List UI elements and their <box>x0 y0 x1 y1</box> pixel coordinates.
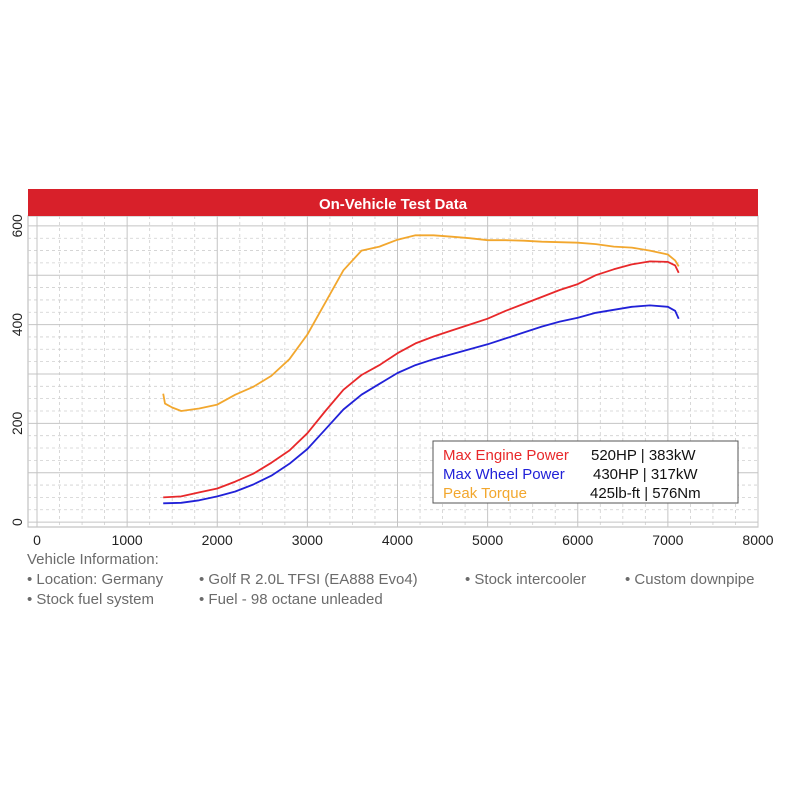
legend-entry-label: Max Engine Power <box>443 447 569 464</box>
vehicle-information: Vehicle Information: • Location: Germany… <box>27 550 787 610</box>
x-tick-label: 4000 <box>382 532 413 548</box>
info-fuel-system: • Stock fuel system <box>27 591 154 608</box>
info-model: • Golf R 2.0L TFSI (EA888 Evo4) <box>199 571 418 588</box>
x-tick-label: 8000 <box>742 532 773 548</box>
series-line-max-engine-power <box>163 260 680 499</box>
chart-title: On-Vehicle Test Data <box>319 196 468 213</box>
legend-entry-label: Peak Torque <box>443 485 527 502</box>
legend-entry-value: 425lb-ft | 576Nm <box>590 485 701 502</box>
vehicle-info-row-2: • Stock fuel system • Fuel - 98 octane u… <box>27 590 787 610</box>
x-tick-label: 5000 <box>472 532 503 548</box>
series-line-peak-torque <box>162 234 680 412</box>
x-tick-label: 7000 <box>652 532 683 548</box>
y-tick-label: 400 <box>9 313 25 337</box>
x-tick-label: 3000 <box>292 532 323 548</box>
y-tick-label: 200 <box>9 411 25 435</box>
legend-entry-value: 520HP | 383kW <box>591 447 696 464</box>
x-tick-label: 1000 <box>112 532 143 548</box>
y-tick-label: 0 <box>9 518 25 526</box>
title-bar <box>28 189 758 216</box>
info-fuel: • Fuel - 98 octane unleaded <box>199 591 383 608</box>
series-line-max-wheel-power <box>163 304 680 505</box>
legend-box <box>432 440 739 504</box>
x-tick-label: 2000 <box>202 532 233 548</box>
info-downpipe: • Custom downpipe <box>625 571 755 588</box>
vehicle-info-row-1: • Location: Germany • Golf R 2.0L TFSI (… <box>27 570 787 590</box>
legend-entry-label: Max Wheel Power <box>443 466 565 483</box>
legend-entry-value: 430HP | 317kW <box>593 466 698 483</box>
y-tick-label: 600 <box>9 214 25 238</box>
x-tick-label: 6000 <box>562 532 593 548</box>
vehicle-info-heading: Vehicle Information: <box>27 551 159 568</box>
info-intercooler: • Stock intercooler <box>465 571 587 588</box>
x-tick-label: 0 <box>33 532 41 548</box>
info-location: • Location: Germany <box>27 571 164 588</box>
